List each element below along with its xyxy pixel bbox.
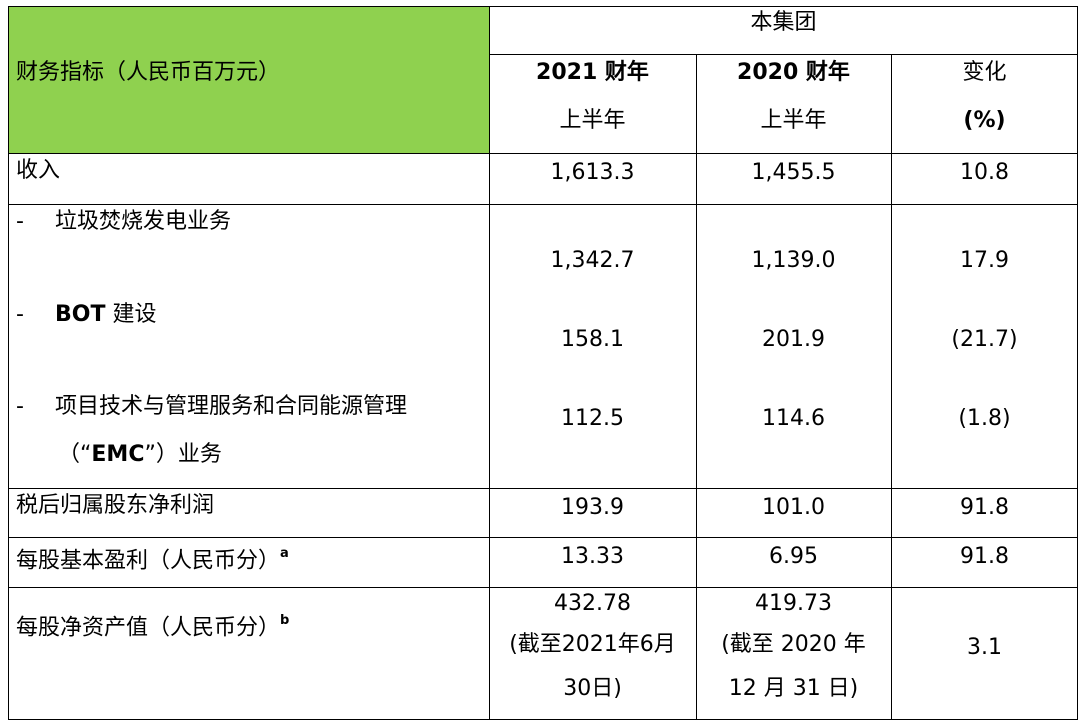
row-eps-2021: 13.33 — [561, 544, 624, 569]
row-divider-1 — [8, 153, 1078, 154]
row-nav-2020-line3: 12 月 31 日) — [728, 676, 859, 701]
row-revenue-2021: 1,613.3 — [550, 160, 635, 185]
col-divider-2 — [696, 54, 697, 720]
row-nav-2020-line1: 419.73 — [755, 591, 832, 616]
row-revenue-label: 收入 — [16, 158, 61, 183]
col-2021-header-line1: 2021 财年 — [536, 60, 649, 85]
row-emc-label-bold: EMC — [91, 442, 145, 467]
row-bot-label-bold: BOT — [55, 302, 106, 327]
col-divider-3 — [891, 54, 892, 720]
row-emc-2021: 112.5 — [561, 406, 624, 431]
row-waste-change: 17.9 — [960, 248, 1009, 273]
row-emc-dash: - — [16, 394, 24, 419]
group-divider — [489, 54, 1078, 55]
row-nav-label: 每股净资产值（人民币分）b — [16, 608, 289, 643]
col-2020-header-line2: 上半年 — [760, 108, 827, 133]
col-change-header-line2: (%) — [963, 108, 1006, 133]
border-left — [8, 6, 9, 720]
row-profit-change: 91.8 — [960, 495, 1009, 520]
header-label-cell — [8, 6, 489, 153]
row-bot-label-rest: 建设 — [112, 302, 157, 327]
row-nav-label-text: 每股净资产值（人民币分） — [16, 615, 281, 641]
row-bot-2021: 158.1 — [561, 327, 624, 352]
row-emc-label-line1: 项目技术与管理服务和合同能源管理 — [55, 394, 408, 419]
row-emc-label-pre: （“ — [58, 442, 92, 467]
row-nav-2021-line1: 432.78 — [554, 591, 631, 616]
row-bot-dash: - — [16, 302, 24, 327]
row-emc-label-post: ”）业务 — [144, 442, 222, 467]
row-profit-2021: 193.9 — [561, 495, 624, 520]
row-bot-label: BOT 建设 — [55, 300, 157, 330]
row-nav-change: 3.1 — [967, 635, 1002, 660]
row-nav-2021-line2: (截至2021年6月 — [509, 632, 676, 657]
row-waste-dash: - — [16, 209, 24, 234]
group-label: 本集团 — [750, 10, 817, 35]
col-2021-header-line2: 上半年 — [559, 108, 626, 133]
row-divider-5 — [8, 587, 1078, 588]
border-top — [8, 6, 1078, 7]
row-waste-2021: 1,342.7 — [550, 248, 635, 273]
row-divider-2 — [8, 204, 1078, 205]
row-emc-2020: 114.6 — [762, 406, 825, 431]
row-nav-2021-line3: 30日) — [563, 676, 622, 701]
border-bottom — [8, 719, 1078, 720]
header-label: 财务指标（人民币百万元） — [16, 60, 281, 85]
row-waste-label: 垃圾焚烧发电业务 — [55, 209, 232, 234]
row-bot-change: (21.7) — [951, 327, 1018, 352]
row-profit-label: 税后归属股东净利润 — [16, 493, 215, 518]
row-nav-2020-line2: (截至 2020 年 — [721, 632, 866, 657]
row-nav-note: b — [280, 613, 290, 628]
row-eps-label: 每股基本盈利（人民币分）a — [16, 541, 289, 576]
border-right — [1077, 6, 1078, 720]
row-emc-change: (1.8) — [958, 406, 1011, 431]
row-divider-3 — [8, 488, 1078, 489]
row-emc-label-line2: （“EMC”）业务 — [58, 440, 222, 470]
row-eps-note: a — [280, 546, 289, 561]
row-divider-4 — [8, 537, 1078, 538]
row-revenue-2020: 1,455.5 — [751, 160, 836, 185]
row-waste-2020: 1,139.0 — [751, 248, 836, 273]
col-divider-1 — [489, 6, 490, 720]
row-eps-change: 91.8 — [960, 544, 1009, 569]
row-profit-2020: 101.0 — [762, 495, 825, 520]
col-2020-header-line1: 2020 财年 — [737, 60, 850, 85]
row-revenue-change: 10.8 — [960, 160, 1009, 185]
row-bot-2020: 201.9 — [762, 327, 825, 352]
col-change-header-line1: 变化 — [962, 60, 1007, 85]
row-eps-label-text: 每股基本盈利（人民币分） — [16, 548, 281, 574]
row-eps-2020: 6.95 — [769, 544, 818, 569]
